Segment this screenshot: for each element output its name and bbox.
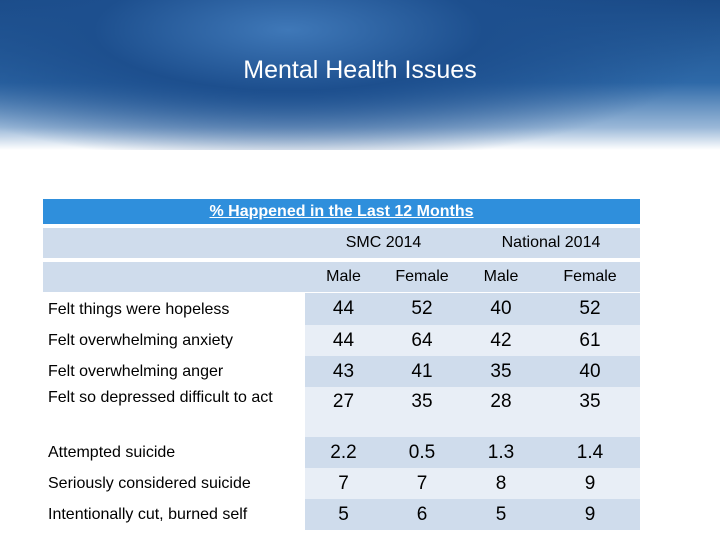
header-blank	[43, 262, 305, 292]
column-header: Female	[540, 262, 640, 292]
cell-value: 41	[382, 356, 462, 387]
row-label: Felt things were hopeless	[48, 300, 230, 318]
group-header: SMC 2014	[305, 228, 462, 258]
cell-value: 2.2	[305, 437, 382, 468]
cell-value: 7	[382, 468, 462, 499]
cell-value: 42	[462, 325, 540, 356]
cell-value: 61	[540, 325, 640, 356]
cell-value: 35	[462, 356, 540, 387]
header-blank	[43, 228, 305, 258]
column-header: Female	[382, 262, 462, 292]
table-caption: % Happened in the Last 12 Months	[43, 199, 640, 224]
slide-title: Mental Health Issues	[243, 56, 477, 84]
cell-value: 44	[305, 325, 382, 356]
cell-value: 5	[305, 499, 382, 530]
cell-value: 5	[462, 499, 540, 530]
cell-value: 1.3	[462, 437, 540, 468]
column-header: Male	[305, 262, 382, 292]
cell-value: 0.5	[382, 437, 462, 468]
cell-value: 6	[382, 499, 462, 530]
cell-value: 35	[540, 387, 640, 437]
group-header: National 2014	[462, 228, 640, 258]
column-header: Male	[462, 262, 540, 292]
cell-value: 64	[382, 325, 462, 356]
cell-value: 1.4	[540, 437, 640, 468]
row-label: Attempted suicide	[48, 444, 176, 461]
cell-value: 35	[382, 387, 462, 437]
row-label: Intentionally cut, burned self	[48, 506, 248, 523]
cell-value: 9	[540, 499, 640, 530]
cell-value: 9	[540, 468, 640, 499]
cell-value: 8	[462, 468, 540, 499]
cell-value: 7	[305, 468, 382, 499]
cell-value: 52	[540, 293, 640, 325]
row-label: Felt so depressed difficult to act	[48, 389, 273, 406]
cell-value: 40	[540, 356, 640, 387]
cell-value: 43	[305, 356, 382, 387]
cell-value: 52	[382, 293, 462, 325]
cell-value: 44	[305, 293, 382, 325]
row-label: Seriously considered suicide	[48, 475, 251, 492]
cell-value: 40	[462, 293, 540, 325]
row-label: Felt overwhelming anger	[48, 363, 224, 380]
banner	[0, 0, 720, 150]
cell-value: 27	[305, 387, 382, 437]
cell-value: 28	[462, 387, 540, 437]
row-label: Felt overwhelming anxiety	[48, 332, 233, 349]
